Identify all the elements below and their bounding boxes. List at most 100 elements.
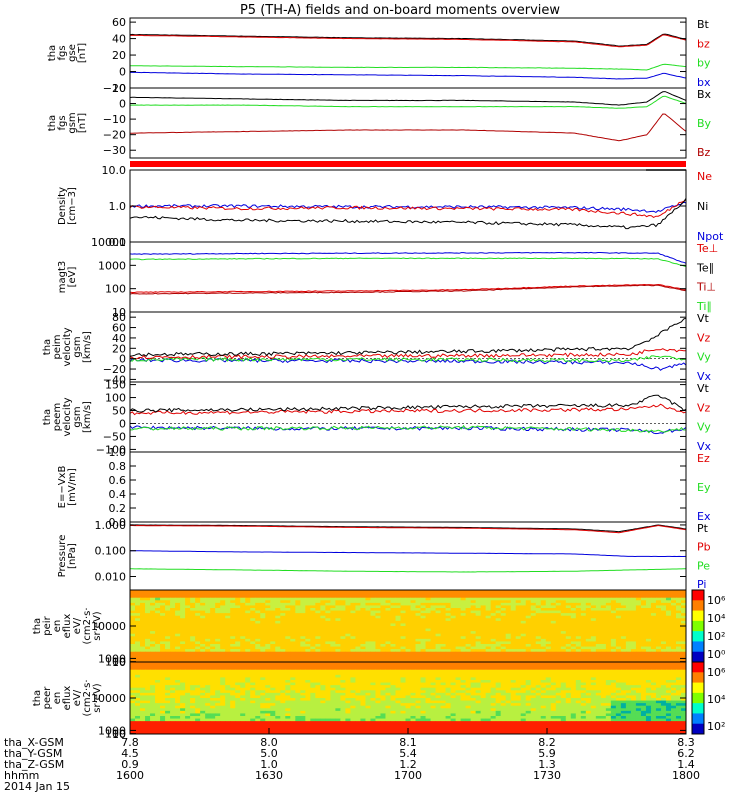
series-line-bx (130, 72, 686, 79)
y-tick-label: 0.100 (95, 545, 127, 558)
footer-date: 2014 Jan 15 (4, 780, 70, 793)
y-label-line: [mV/m] (67, 468, 78, 506)
colorbar-segment (692, 621, 704, 632)
y-label-line: sr·eV) (92, 611, 103, 640)
series-line-Te∥ (130, 285, 686, 294)
series-line-Ti⊥ (130, 258, 686, 267)
legend-label: Ez (697, 452, 710, 465)
y-label-line: [nT] (77, 113, 88, 133)
y-axis-label: Pressure[nPa] (57, 535, 78, 578)
y-label-line: [nT] (77, 43, 88, 63)
y-label-line: [km/s] (82, 401, 93, 433)
colorbar-segment (692, 652, 704, 663)
footer-value: 1700 (394, 769, 422, 782)
colorbar-label: 10² (707, 720, 725, 733)
panel-frame (130, 312, 686, 382)
quality-bar (130, 161, 686, 170)
y-tick-label: 150 (105, 379, 126, 392)
colorbar-segment (692, 662, 704, 673)
series-line-Bx (130, 92, 686, 106)
series-group (130, 198, 686, 228)
legend-label: Pb (697, 541, 711, 554)
colorbar-segment (692, 641, 704, 652)
series-line-Pb (130, 526, 686, 533)
y-axis: 100−10−20−30 (103, 82, 686, 157)
spectrogram-image (130, 590, 687, 663)
series-line-Bz (130, 114, 686, 141)
legend-label: Bt (697, 18, 710, 31)
legend-label: Ne (697, 170, 712, 183)
colorbar-segment (692, 600, 704, 611)
series-group (130, 525, 686, 572)
spectrogram-image (130, 662, 687, 735)
legend-label: Vy (697, 421, 711, 434)
y-tick-label: 10 (112, 656, 126, 669)
colorbar-segment (692, 713, 704, 724)
y-tick-label: 0 (119, 66, 126, 79)
footer-value: 1600 (116, 769, 144, 782)
quality-bar-fill (130, 161, 686, 167)
colorbar-label: 10² (707, 630, 725, 643)
series-group (130, 92, 686, 141)
series-line-Pi (130, 551, 686, 557)
y-tick-label: 0.010 (95, 571, 127, 584)
y-tick-label: 20 (112, 49, 126, 62)
y-tick-label: 1.000 (95, 519, 127, 532)
y-tick-label: 10.0 (102, 164, 127, 177)
y-label-line: [km/s] (82, 331, 93, 363)
legend: Te⊥Te∥Ti⊥Ti∥ (696, 242, 718, 313)
colorbar-label: 10⁶ (707, 666, 726, 679)
y-label-line: sr·eV) (92, 683, 103, 712)
y-tick-label: −30 (103, 144, 126, 157)
y-tick-label: 10000 (91, 236, 126, 249)
y-tick-label: −10 (103, 113, 126, 126)
y-tick-label: 10 (112, 82, 126, 95)
legend-label: Pt (697, 522, 709, 535)
panel-frame (130, 452, 686, 522)
legend-label: Vy (697, 351, 711, 364)
y-axis-label: E=−VxB[mV/m] (57, 466, 78, 509)
y-tick-label: 40 (112, 33, 126, 46)
y-tick-label: 0.8 (109, 460, 127, 473)
y-tick-label: 0.4 (109, 488, 127, 501)
colorbar-label: 10⁶ (707, 594, 726, 607)
series-line-Vt (130, 318, 686, 356)
y-tick-label: 1.0 (109, 200, 127, 213)
y-tick-label: 0 (119, 417, 126, 430)
y-label-line: [eV] (67, 267, 78, 288)
y-tick-label: 0 (119, 98, 126, 111)
y-axis-label: Density[cm−3] (57, 187, 78, 225)
y-axis: 1.00.80.60.40.20.0 (109, 446, 687, 529)
y-axis: 10.01.00.1 (102, 164, 687, 249)
colorbar-segment (692, 683, 704, 694)
series-line-by (130, 64, 686, 70)
colorbar-segment (692, 611, 704, 622)
series-line-Ne (130, 200, 686, 218)
legend-label: Pe (697, 559, 710, 572)
y-axis-label: magt3[eV] (57, 261, 78, 294)
colorbar-segment (692, 724, 704, 735)
series-line-Ni (130, 198, 686, 228)
series-group (130, 34, 686, 79)
legend-label: Te∥ (696, 261, 714, 274)
